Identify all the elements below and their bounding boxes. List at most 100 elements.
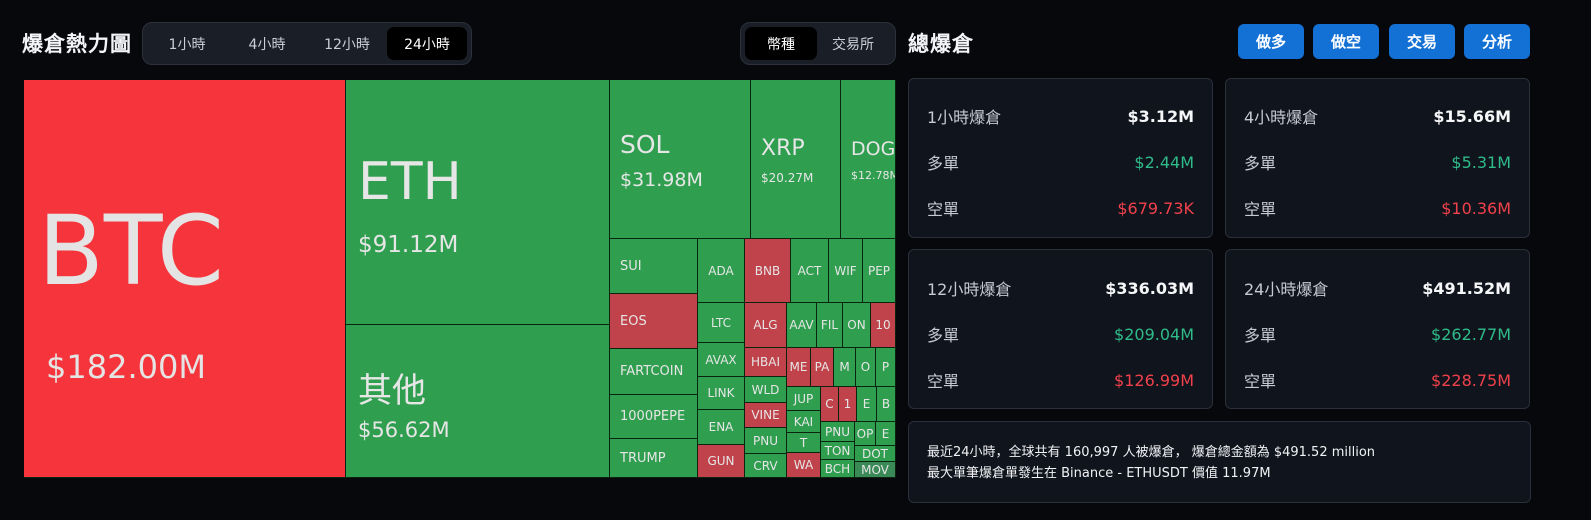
tile-pa[interactable]: PA (811, 348, 834, 387)
tile-eth[interactable]: ETH $91.12M (346, 80, 610, 325)
short-button[interactable]: 做空 (1313, 24, 1379, 59)
tile-kai[interactable]: KAI (787, 411, 821, 433)
tile-trump[interactable]: TRUMP (610, 439, 698, 478)
tile-pnu[interactable]: PNU (745, 428, 787, 454)
card-title: 24小時爆倉 (1244, 280, 1329, 299)
tab-coin[interactable]: 幣種 (745, 27, 817, 60)
tile-wld[interactable]: WLD (745, 377, 787, 403)
tile-arb[interactable]: DOT (855, 446, 896, 462)
tile-sui[interactable]: SUI (610, 239, 698, 294)
tile-bch[interactable]: BCH (821, 460, 855, 478)
tab-12h[interactable]: 12小時 (324, 36, 370, 53)
tab-1h[interactable]: 1小時 (168, 36, 206, 53)
tile-fartcoin[interactable]: FARTCOIN (610, 349, 698, 395)
tile-sol-name: SOL (620, 130, 670, 159)
tile-ada[interactable]: ADA (698, 239, 745, 303)
card-total: $491.52M (1422, 278, 1511, 298)
total-liquidation-title: 總爆倉 (908, 32, 974, 56)
card-12h-long-row: 多單 $209.04M (927, 322, 1194, 346)
tile-ena[interactable]: ENA (698, 410, 745, 445)
tile-op[interactable]: PNU (821, 422, 855, 442)
card-4h: 4小時爆倉 $15.66M 多單 $5.31M 空單 $10.36M (1225, 78, 1530, 238)
trade-button[interactable]: 交易 (1389, 24, 1455, 59)
short-label: 空單 (927, 372, 960, 391)
tile-doge-name: DOG (851, 138, 896, 160)
long-value: $209.04M (1114, 324, 1194, 344)
tile-other[interactable]: 其他 $56.62M (346, 325, 610, 478)
tile-sol-value: $31.98M (620, 169, 703, 191)
tile-jup[interactable]: JUP (787, 387, 821, 411)
tile-btc[interactable]: BTC $182.00M (24, 80, 346, 478)
tile-crv[interactable]: CRV (745, 454, 787, 478)
tile-e2[interactable]: OP (855, 422, 876, 446)
tile-fil[interactable]: FIL (817, 303, 843, 348)
tile-t[interactable]: E (876, 422, 896, 446)
tile-o[interactable]: O (856, 348, 876, 387)
analysis-button[interactable]: 分析 (1464, 24, 1530, 59)
tile-gun[interactable]: GUN (698, 445, 745, 478)
tile-e[interactable]: E (857, 387, 877, 422)
tile-p[interactable]: P (876, 348, 896, 387)
card-title: 12小時爆倉 (927, 280, 1012, 299)
card-4h-long-row: 多單 $5.31M (1244, 150, 1511, 174)
tile-me[interactable]: ME (787, 348, 811, 387)
short-value: $10.36M (1441, 198, 1511, 218)
tile-b[interactable]: B (877, 387, 896, 422)
long-value: $262.77M (1431, 324, 1511, 344)
time-range-tabs: 1小時 4小時 12小時 24小時 (142, 22, 472, 65)
tile-eos[interactable]: EOS (610, 294, 698, 349)
tile-other-name: 其他 (358, 371, 426, 411)
card-1h: 1小時爆倉 $3.12M 多單 $2.44M 空單 $679.73K (908, 78, 1213, 238)
card-total: $15.66M (1433, 106, 1511, 126)
card-4h-short-row: 空單 $10.36M (1244, 196, 1511, 220)
long-button[interactable]: 做多 (1238, 24, 1304, 59)
tile-pep[interactable]: PEP (863, 239, 896, 303)
tile-vine[interactable]: VINE (745, 403, 787, 428)
tile-act[interactable]: ACT (791, 239, 829, 303)
tile-wif[interactable]: WIF (829, 239, 863, 303)
long-value: $2.44M (1134, 152, 1194, 172)
tile-bnb[interactable]: BNB (745, 239, 791, 303)
card-12h-short-row: 空單 $126.99M (927, 368, 1194, 392)
tab-4h[interactable]: 4小時 (248, 36, 286, 53)
tile-aav[interactable]: AAV (787, 303, 817, 348)
long-label: 多單 (927, 326, 960, 345)
card-12h: 12小時爆倉 $336.03M 多單 $209.04M 空單 $126.99M (908, 249, 1213, 409)
short-value: $126.99M (1114, 370, 1194, 390)
tile-ltc[interactable]: LTC (698, 303, 745, 343)
tile-avax[interactable]: AVAX (698, 343, 745, 377)
tile-xrp-value: $20.27M (761, 171, 814, 185)
tile-xrp-name: XRP (761, 136, 805, 161)
tile-1000pepe[interactable]: 1000PEPE (610, 395, 698, 439)
liquidation-summary: 最近24小時，全球共有 160,997 人被爆倉， 爆倉總金額為 $491.52… (908, 421, 1531, 503)
short-value: $679.73K (1117, 198, 1194, 218)
tile-btc-value: $182.00M (46, 348, 206, 386)
tab-exchange[interactable]: 交易所 (832, 36, 874, 53)
tile-other-value: $56.62M (358, 418, 450, 442)
tile-alg[interactable]: ALG (745, 303, 787, 348)
tile-c[interactable]: C (821, 387, 839, 422)
card-24h: 24小時爆倉 $491.52M 多單 $262.77M 空單 $228.75M (1225, 249, 1530, 409)
tile-10[interactable]: 10 (871, 303, 896, 348)
tile-sol[interactable]: SOL $31.98M (610, 80, 751, 239)
tile-ton[interactable]: T (787, 433, 821, 453)
short-label: 空單 (927, 200, 960, 219)
tile-wa[interactable]: WA (787, 453, 821, 478)
short-label: 空單 (1244, 372, 1277, 391)
tile-btc-name: BTC (38, 195, 224, 307)
summary-line-2: 最大單筆爆倉單發生在 Binance - ETHUSDT 價值 11.97M (927, 466, 1271, 481)
tab-24h[interactable]: 24小時 (387, 27, 467, 60)
card-4h-total-row: 4小時爆倉 $15.66M (1244, 104, 1511, 128)
tile-m[interactable]: M (834, 348, 856, 387)
tile-dot[interactable]: TON (821, 442, 855, 460)
tile-hbar[interactable]: HBAI (745, 348, 787, 377)
tile-eth-name: ETH (358, 152, 462, 212)
card-total: $336.03M (1105, 278, 1194, 298)
tile-1[interactable]: 1 (839, 387, 857, 422)
tile-xrp[interactable]: XRP $20.27M (751, 80, 841, 239)
tile-doge[interactable]: DOG $12.78M (841, 80, 896, 239)
tile-link[interactable]: LINK (698, 377, 745, 410)
tile-mov[interactable]: MOV (855, 462, 896, 478)
card-1h-total-row: 1小時爆倉 $3.12M (927, 104, 1194, 128)
tile-on[interactable]: ON (843, 303, 871, 348)
